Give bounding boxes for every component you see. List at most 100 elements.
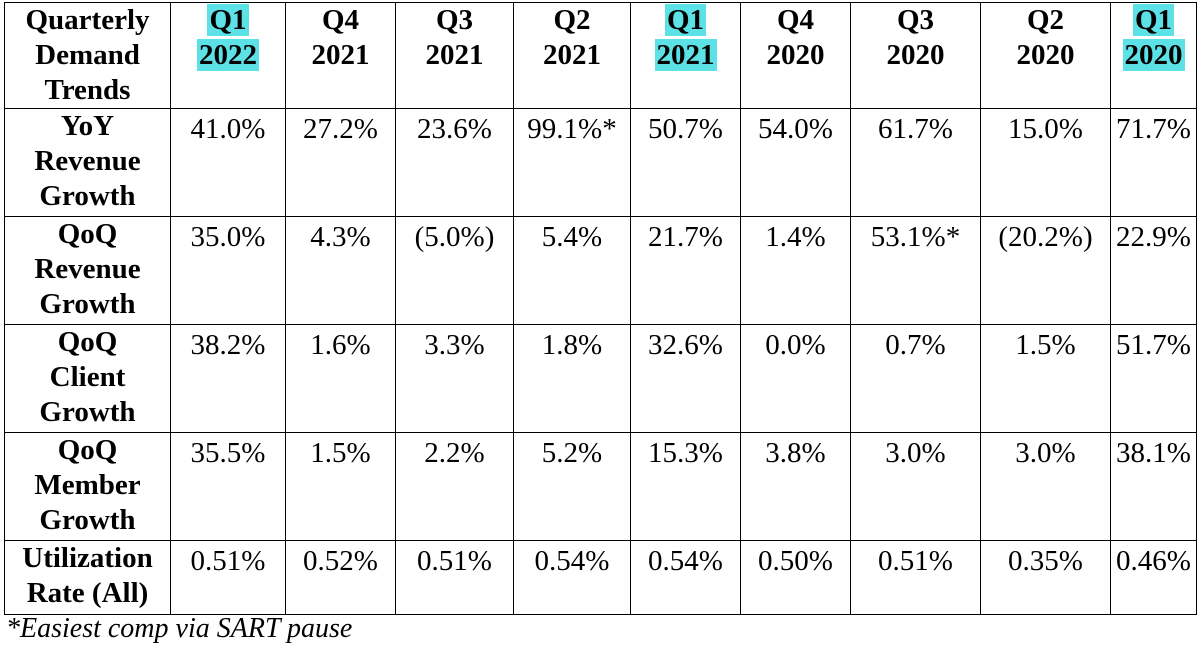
table-cell: 0.52% (285, 540, 396, 615)
table-cell: 38.2% (170, 324, 286, 433)
quarter-label: Q2 (1026, 4, 1065, 36)
table-cell: 3.8% (740, 432, 851, 541)
table-cell: 51.7% (1110, 324, 1197, 433)
table-cell: 3.0% (980, 432, 1111, 541)
table-cell: 61.7% (850, 108, 981, 217)
year-label: 2022 (197, 39, 259, 71)
table-cell: 0.35% (980, 540, 1111, 615)
table-cell: 35.5% (170, 432, 286, 541)
table-cell: 1.4% (740, 216, 851, 325)
row-label-line: Growth (39, 180, 136, 212)
quarter-label: Q1 (664, 4, 707, 36)
column-header-q4-2021: Q4 2021 (285, 2, 396, 109)
quarter-label: Q4 (321, 4, 360, 36)
table-row-utilization-rate: Utilization Rate (All) 0.51% 0.52% 0.51%… (4, 540, 1197, 615)
row-label-line: QoQ (57, 434, 118, 466)
table-cell: 4.3% (285, 216, 396, 325)
table-cell: 53.1%* (850, 216, 981, 325)
row-label-line: Growth (39, 396, 136, 428)
table-cell: 0.0% (740, 324, 851, 433)
table-cell: 1.6% (285, 324, 396, 433)
table-cell: 22.9% (1110, 216, 1197, 325)
table-cell: 0.51% (395, 540, 514, 615)
year-label: 2021 (654, 39, 717, 71)
quarter-label: Q1 (1132, 4, 1175, 36)
column-header-q3-2020: Q3 2020 (850, 2, 981, 109)
demand-trends-table: Quarterly Demand Trends Q1 2022 Q4 2021 … (4, 2, 1197, 615)
row-header: QoQ Revenue Growth (4, 216, 171, 325)
table-row-qoq-revenue-growth: QoQ Revenue Growth 35.0% 4.3% (5.0%) 5.4… (4, 216, 1197, 325)
year-label: 2020 (766, 39, 825, 71)
table-cell: 32.6% (630, 324, 741, 433)
row-label-line: Utilization (22, 542, 153, 574)
column-header-q3-2021: Q3 2021 (395, 2, 514, 109)
column-header-q2-2021: Q2 2021 (513, 2, 631, 109)
table-cell: 38.1% (1110, 432, 1197, 541)
quarter-label: Q3 (896, 4, 935, 36)
year-label: 2021 (311, 39, 370, 71)
table-cell: 0.51% (850, 540, 981, 615)
table-cell: 71.7% (1110, 108, 1197, 217)
table-cell: 1.5% (285, 432, 396, 541)
row-header: Utilization Rate (All) (4, 540, 171, 615)
header-row: Quarterly Demand Trends Q1 2022 Q4 2021 … (4, 2, 1197, 109)
row-header: QoQ Member Growth (4, 432, 171, 541)
table-cell: 3.0% (850, 432, 981, 541)
corner-line: Demand (35, 39, 140, 71)
table-cell: 3.3% (395, 324, 514, 433)
table-cell: 15.3% (630, 432, 741, 541)
quarter-label: Q1 (207, 4, 249, 36)
table-cell: 5.4% (513, 216, 631, 325)
table-cell: 1.5% (980, 324, 1111, 433)
table-cell: 21.7% (630, 216, 741, 325)
year-label: 2020 (1122, 39, 1185, 71)
table-row-qoq-client-growth: QoQ Client Growth 38.2% 1.6% 3.3% 1.8% 3… (4, 324, 1197, 433)
footnote: *Easiest comp via SART pause (6, 613, 353, 644)
corner-line: Quarterly (25, 4, 150, 36)
table-cell: 27.2% (285, 108, 396, 217)
year-label: 2021 (425, 39, 484, 71)
table-cell: 0.51% (170, 540, 286, 615)
table-cell: 0.54% (513, 540, 631, 615)
column-header-q1-2021: Q1 2021 (630, 2, 741, 109)
table-cell: 99.1%* (513, 108, 631, 217)
row-label-line: Client (49, 361, 126, 393)
table-cell: 0.7% (850, 324, 981, 433)
quarter-label: Q2 (553, 4, 591, 36)
table-row-yoy-revenue-growth: YoY Revenue Growth 41.0% 27.2% 23.6% 99.… (4, 108, 1197, 217)
row-label-line: QoQ (57, 326, 118, 358)
column-header-q1-2020: Q1 2020 (1110, 2, 1197, 109)
table-cell: 50.7% (630, 108, 741, 217)
row-label-line: Rate (All) (26, 577, 149, 609)
row-label-line: Member (34, 469, 141, 501)
table-row-qoq-member-growth: QoQ Member Growth 35.5% 1.5% 2.2% 5.2% 1… (4, 432, 1197, 541)
quarter-label: Q3 (435, 4, 474, 36)
table-cell: (5.0%) (395, 216, 514, 325)
table-cell: (20.2%) (980, 216, 1111, 325)
table-cell: 23.6% (395, 108, 514, 217)
row-header: YoY Revenue Growth (4, 108, 171, 217)
row-label-line: Revenue (34, 145, 141, 177)
year-label: 2020 (1016, 39, 1075, 71)
table-cell: 2.2% (395, 432, 514, 541)
row-label-line: QoQ (57, 218, 118, 250)
table-cell: 0.50% (740, 540, 851, 615)
table-cell: 41.0% (170, 108, 286, 217)
table-cell: 5.2% (513, 432, 631, 541)
row-header: QoQ Client Growth (4, 324, 171, 433)
demand-trends-table-container: Quarterly Demand Trends Q1 2022 Q4 2021 … (4, 2, 1197, 615)
row-label-line: Growth (39, 504, 136, 536)
corner-header: Quarterly Demand Trends (4, 2, 171, 109)
column-header-q1-2022: Q1 2022 (170, 2, 286, 109)
column-header-q2-2020: Q2 2020 (980, 2, 1111, 109)
table-cell: 35.0% (170, 216, 286, 325)
table-cell: 15.0% (980, 108, 1111, 217)
table-cell: 1.8% (513, 324, 631, 433)
table-cell: 54.0% (740, 108, 851, 217)
table-cell: 0.46% (1110, 540, 1197, 615)
table-cell: 0.54% (630, 540, 741, 615)
row-label-line: Revenue (34, 253, 141, 285)
corner-line: Trends (44, 74, 131, 106)
row-label-line: Growth (39, 288, 136, 320)
year-label: 2020 (886, 39, 945, 71)
